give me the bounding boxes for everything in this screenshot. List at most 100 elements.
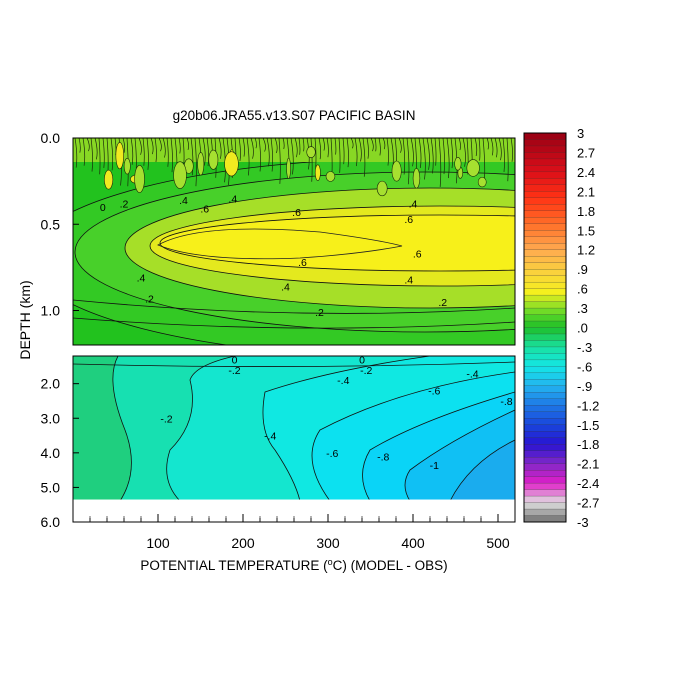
surface-contour-line [418,138,422,168]
surface-contour-line [170,138,173,173]
surface-contour-line [98,138,101,175]
colorbar-cell [523,457,567,465]
surface-contour-line [366,138,369,159]
colorbar-cell [523,275,567,283]
colorbar-cells [523,132,567,523]
surface-contour-line [486,138,489,150]
lower-contour-line [166,356,236,502]
surface-eddy-contour [477,176,487,188]
colorbar-cell [523,346,567,354]
surface-eddy-contour [391,160,402,182]
surface-contour-line [350,138,354,149]
lower-contour-line [73,361,515,367]
colorbar-cell [523,450,567,458]
surface-contour-line [458,138,461,151]
upper-contour-line [159,214,515,272]
colorbar-cell [523,184,567,192]
contour-label: -.4 [337,375,349,387]
surface-contour-line [166,138,169,167]
surface-contour-line [406,138,410,185]
surface-contour-line [326,138,329,158]
colorbar-cell [523,366,567,374]
colorbar-cell [523,158,567,166]
colorbar-cell [523,320,567,328]
colorbar-cell [523,132,567,140]
lower-contour-line [262,356,431,502]
colorbar-cell [523,178,567,186]
colorbar-cell [523,301,567,309]
surface-contour-line [186,138,189,151]
upper-contour-labels: 0 .2 .4 .4 .4 .6 .6 .6 .6 .6 .4 .4 .4 .2 .2 .2 [100,193,447,319]
colorbar-cell [523,288,567,296]
surface-contour-line [410,138,414,167]
surface-contour-line [310,138,313,182]
x-axis-label-degree: o [328,557,333,567]
surface-contour-line [506,138,509,182]
y-tick-label: 0.5 [41,216,61,232]
colorbar-cell [523,379,567,387]
contour-label: -.6 [428,386,440,398]
surface-eddy-contour [134,165,145,193]
surface-contour-line [498,138,502,161]
surface-eddy-contour [208,149,219,170]
surface-contour-line [238,138,241,161]
surface-contour-line [278,138,281,184]
surface-contour-line [250,138,254,159]
colorbar-cell [523,230,567,238]
colorbar-cell [523,398,567,406]
surface-contour-line [490,138,494,156]
surface-contour-line [218,138,222,159]
surface-contour-line [110,138,114,171]
surface-contour-line [314,138,317,168]
surface-eddy-contour [454,157,462,171]
surface-contour-line [262,138,266,152]
surface-contour-line [354,138,358,167]
surface-eddy-contour [173,161,187,189]
contour-label: -.8 [377,451,389,463]
upper-panel-border [72,137,516,346]
contour-label: -.2 [228,365,240,377]
colorbar-cell [523,385,567,393]
lower-band-07 [450,440,515,501]
contour-label: .2 [438,297,447,309]
surface-contour-line [378,138,381,156]
upper-contour-line [73,317,515,329]
contour-label: -.6 [326,448,338,460]
surface-contour-line [82,138,86,166]
surface-eddy-contour [306,146,316,158]
colorbar-cell [523,210,567,218]
surface-eddy-contour [466,159,480,177]
x-tick-label: 200 [231,535,255,551]
colorbar-cell [523,340,567,348]
surface-contour-line [258,138,261,172]
surface-eddy-contour [325,171,336,182]
surface-contour-line [162,138,166,158]
surface-contour-line [510,138,513,162]
surface-contour-line [358,138,362,162]
colorbar-cell [523,249,567,257]
surface-contour-line [158,138,162,152]
surface-contour-line [78,138,81,153]
contour-label: .4 [404,274,413,286]
upper-contour-line [124,187,515,309]
lower-contour-line [362,391,515,502]
surface-noise-contours [74,138,513,197]
colorbar-cell [523,424,567,432]
colorbar-label: -2.7 [577,496,599,511]
surface-contour-line [194,138,197,187]
colorbar-cell [523,145,567,153]
lower-panel: 0 0-.2 -.2-.4-.4-.6-.8-.2-.4-.6 -.8-1 [72,354,516,523]
colorbar: 3 2.7 2.4 2.1 1.8 1.5 1.2 .9 .6 .3 .0 -.3 -.6 -.9 -1.2… [523,126,599,530]
no-data-region [73,499,515,522]
colorbar-label: 2.1 [577,184,595,199]
contour-label: .4 [228,193,237,205]
surface-contour-line [266,138,270,167]
upper-panel-contours: 0 .2 .4 .4 .4 .6 .6 .6 .6 .6 .4 .4 .4 .2 .2 .2 [73,138,515,345]
surface-contour-line [242,138,245,157]
colorbar-label: 1.2 [577,243,595,258]
colorbar-cell [523,372,567,380]
contour-label: .2 [120,199,129,211]
contour-label: .4 [281,281,290,293]
contour-label: 0 [232,354,238,366]
